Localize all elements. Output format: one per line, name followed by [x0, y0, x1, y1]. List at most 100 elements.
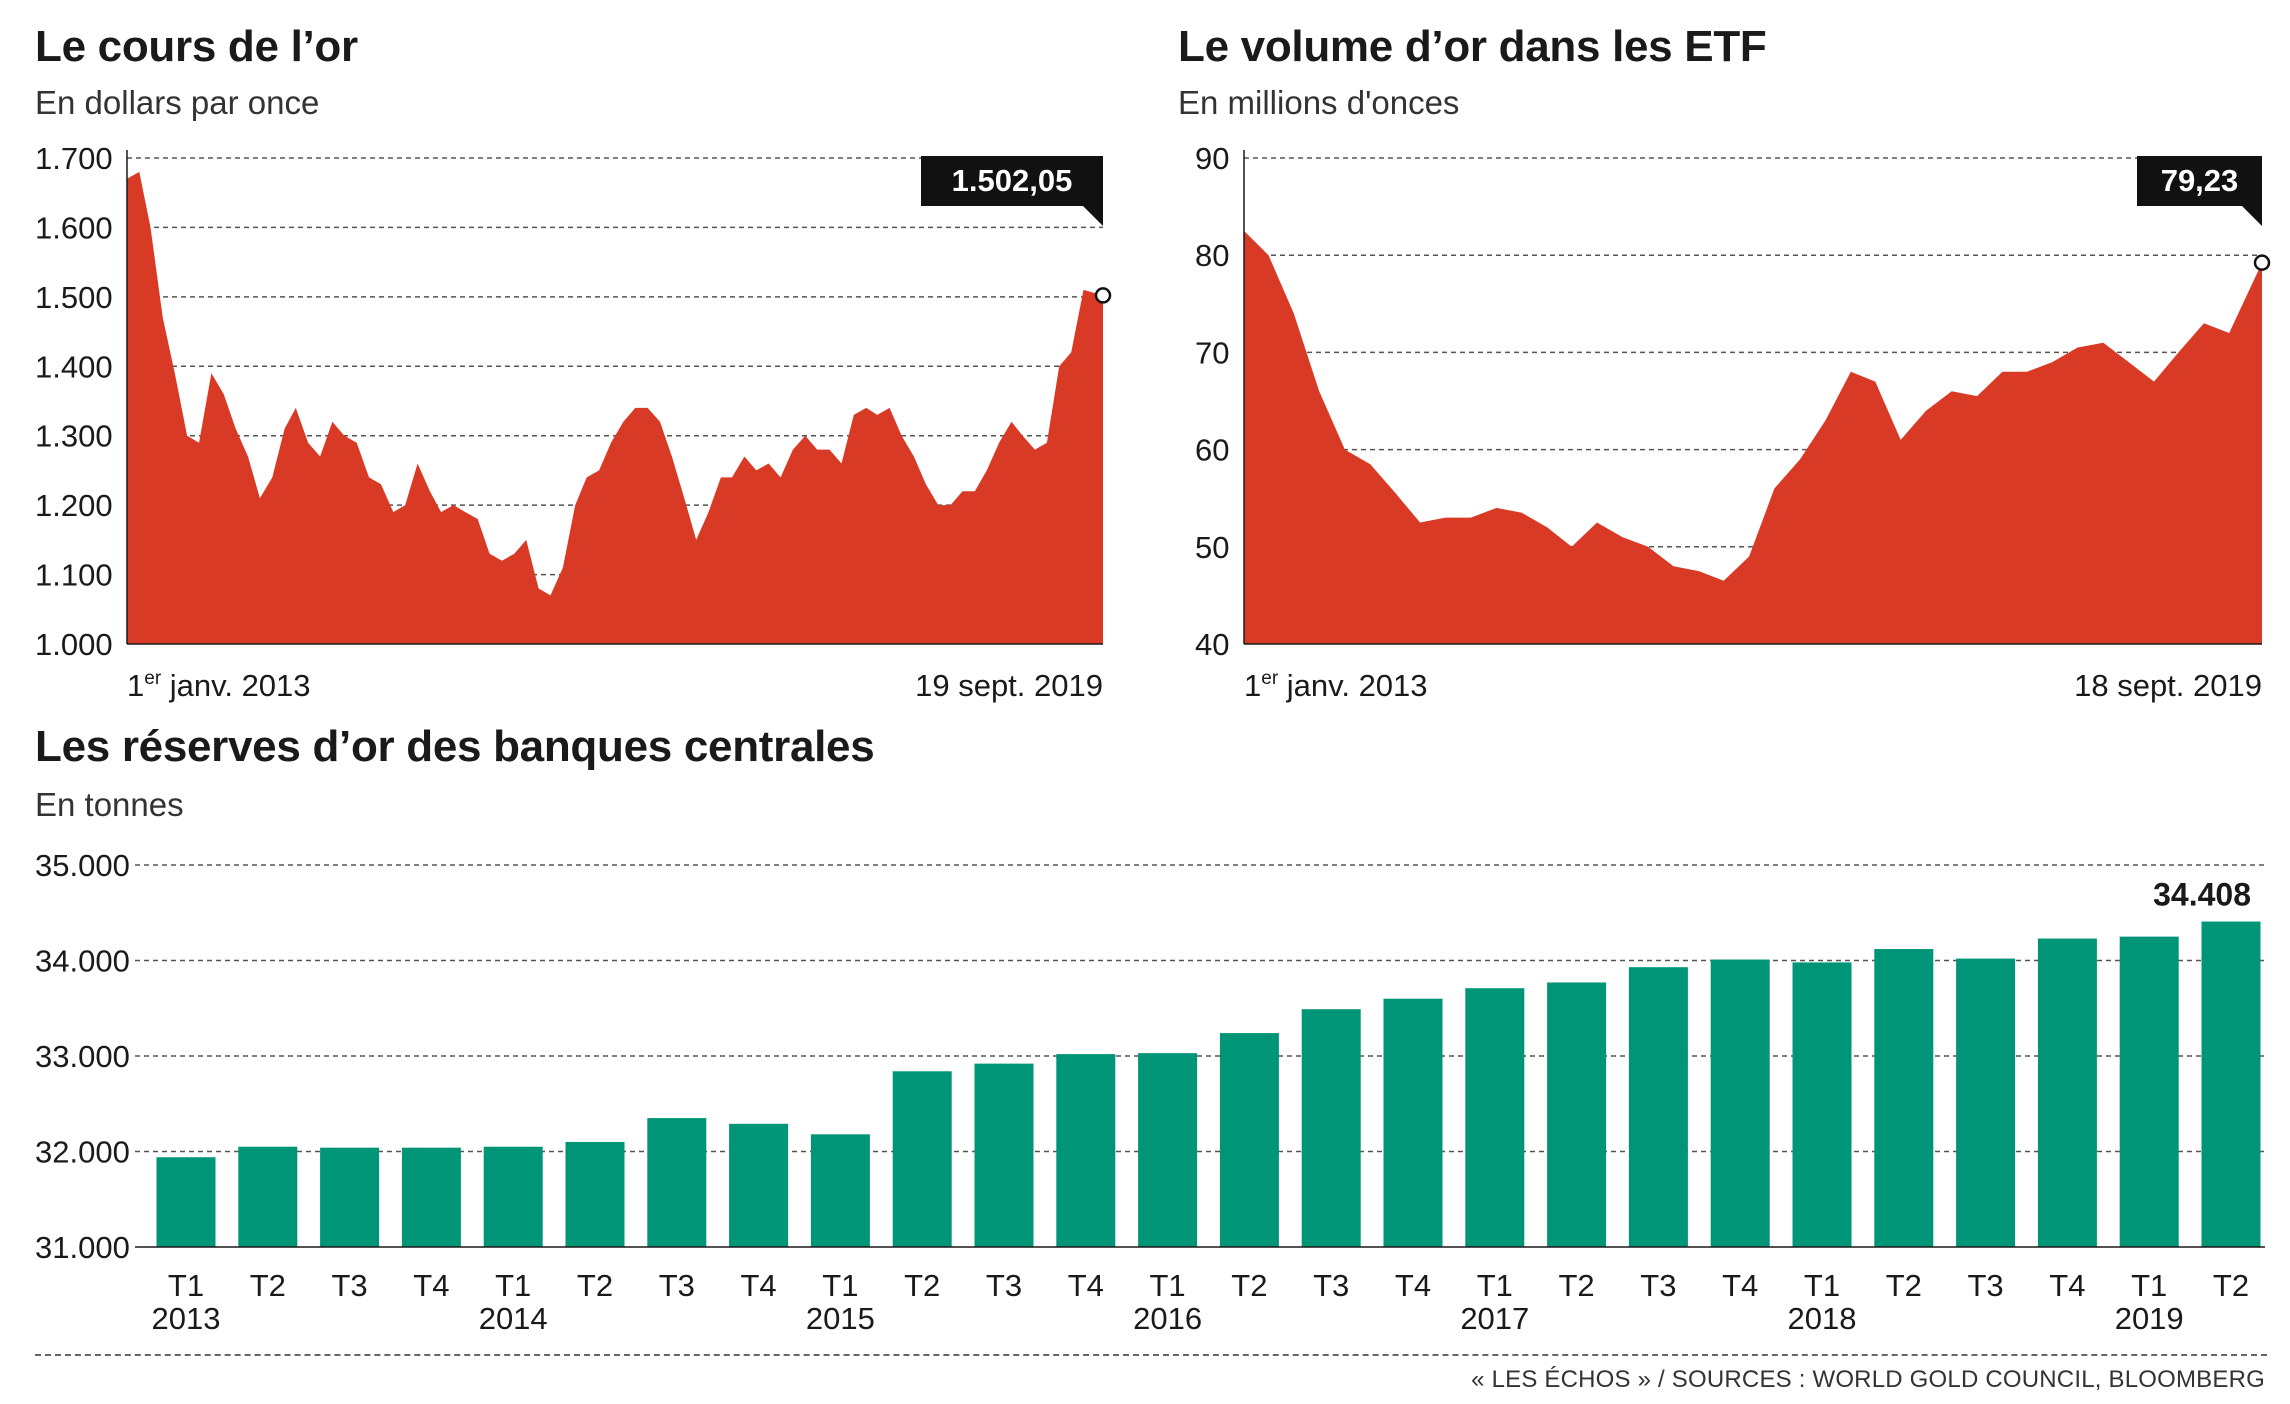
gold-price-last-value-callout: [921, 156, 1103, 226]
reserves-year-label: 2016: [1133, 1301, 1202, 1336]
reserves-quarter-label: T1: [2131, 1268, 2167, 1303]
footer-divider: [35, 1354, 2267, 1356]
reserves-bar: [320, 1147, 380, 1247]
reserves-bar: [729, 1123, 789, 1247]
reserves-quarter-label: T2: [2213, 1268, 2249, 1303]
gold-price-y-tick-label: 1.500: [35, 280, 113, 315]
reserves-quarter-label: T1: [822, 1268, 858, 1303]
etf-volume-x-start-label: 1er janv. 2013: [1244, 668, 1428, 703]
reserves-quarter-label: T3: [1313, 1268, 1349, 1303]
reserves-quarter-label: T1: [168, 1268, 204, 1303]
reserves-bar: [810, 1134, 870, 1247]
reserves-bar: [1628, 967, 1688, 1247]
reserves-year-label: 2013: [152, 1301, 221, 1336]
reserves-quarter-label: T1: [495, 1268, 531, 1303]
reserves-y-tick-label: 35.000: [35, 848, 130, 883]
reserves-quarter-label: T4: [1068, 1268, 1104, 1303]
gold-price-unit: En dollars par once: [35, 84, 320, 121]
etf-volume-last-value-callout: [2137, 156, 2262, 226]
etf-volume-area-series: [1244, 230, 2262, 644]
reserves-quarter-label: T2: [577, 1268, 613, 1303]
gold-price-area-series: [127, 171, 1103, 644]
reserves-title: Les réserves d’or des banques centrales: [35, 722, 875, 771]
reserves-quarter-label: T1: [1804, 1268, 1840, 1303]
reserves-y-tick-label: 33.000: [35, 1039, 130, 1074]
reserves-quarter-label: T4: [741, 1268, 777, 1303]
etf-volume-unit: En millions d'onces: [1178, 84, 1460, 121]
reserves-quarter-label: T4: [1722, 1268, 1758, 1303]
gold-price-x-start-label: 1er janv. 2013: [127, 668, 311, 703]
reserves-bar: [1792, 962, 1852, 1247]
reserves-year-label: 2019: [2115, 1301, 2184, 1336]
reserves-quarter-label: T3: [659, 1268, 695, 1303]
reserves-quarter-label: T1: [1150, 1268, 1186, 1303]
reserves-quarter-label: T2: [1231, 1268, 1267, 1303]
reserves-year-label: 2014: [479, 1301, 548, 1336]
reserves-bar: [401, 1147, 461, 1247]
etf-volume-y-tick-label: 50: [1195, 530, 1229, 565]
reserves-bar: [974, 1063, 1034, 1247]
etf-volume-chart: 40 50 60 70 80 90 79,23 1er janv. 2013 18 sept. …: [1195, 141, 2271, 703]
reserves-bar: [647, 1118, 707, 1247]
reserves-bar: [2119, 936, 2179, 1247]
gold-price-y-tick-label: 1.300: [35, 419, 113, 454]
etf-volume-last-point-marker: [2253, 254, 2271, 271]
etf-volume-y-tick-label: 60: [1195, 433, 1229, 468]
gold-price-chart: 1.000 1.100 1.200 1.300 1.400 1.500 1.600 1.700…: [35, 141, 1112, 703]
reserves-y-tick-label: 34.000: [35, 944, 130, 979]
reserves-quarter-label: T1: [1477, 1268, 1513, 1303]
reserves-bar: [565, 1141, 625, 1247]
reserves-unit: En tonnes: [35, 786, 184, 823]
reserves-bar: [1710, 959, 1770, 1247]
etf-volume-last-value-label: 79,23: [2161, 163, 2239, 198]
reserves-bar: [1056, 1054, 1116, 1247]
reserves-bar: [892, 1071, 952, 1247]
reserves-quarter-label: T3: [986, 1268, 1022, 1303]
etf-volume-y-tick-label: 70: [1195, 335, 1229, 370]
reserves-quarter-label: T4: [413, 1268, 449, 1303]
gold-price-y-tick-label: 1.700: [35, 141, 113, 176]
reserves-year-label: 2017: [1460, 1301, 1529, 1336]
reserves-bar: [2201, 921, 2261, 1247]
gold-price-last-value-label: 1.502,05: [952, 163, 1073, 198]
reserves-bar: [1465, 988, 1525, 1247]
reserves-bar: [483, 1146, 543, 1247]
reserves-bar: [238, 1146, 298, 1247]
reserves-quarter-label: T2: [904, 1268, 940, 1303]
reserves-bar: [1874, 949, 1934, 1247]
gold-price-y-tick-label: 1.200: [35, 488, 113, 523]
reserves-bar: [1138, 1053, 1198, 1247]
gold-price-title: Le cours de l’or: [35, 22, 358, 71]
reserves-bar: [1956, 958, 2016, 1247]
gold-price-last-point-marker: [1094, 287, 1112, 304]
etf-volume-y-tick-label: 80: [1195, 238, 1229, 273]
reserves-quarter-label: T2: [1559, 1268, 1595, 1303]
reserves-bar: [156, 1157, 216, 1247]
reserves-y-tick-label: 31.000: [35, 1230, 130, 1265]
gold-price-y-tick-label: 1.100: [35, 558, 113, 593]
etf-volume-x-end-label: 18 sept. 2019: [2074, 668, 2262, 703]
reserves-quarter-label: T3: [1968, 1268, 2004, 1303]
gold-price-y-tick-label: 1.400: [35, 349, 113, 384]
reserves-quarter-label: T3: [332, 1268, 368, 1303]
reserves-bar: [1547, 982, 1607, 1247]
etf-volume-y-tick-label: 40: [1195, 627, 1229, 662]
reserves-bar: [1383, 998, 1443, 1247]
reserves-bar: [2037, 938, 2097, 1247]
etf-volume-title: Le volume d’or dans les ETF: [1178, 22, 1767, 71]
gold-price-x-end-label: 19 sept. 2019: [915, 668, 1103, 703]
reserves-bar: [1301, 1009, 1361, 1247]
reserves-year-label: 2015: [806, 1301, 875, 1336]
source-note: « LES ÉCHOS » / SOURCES : WORLD GOLD COU…: [1471, 1366, 2265, 1393]
reserves-quarter-label: T2: [1886, 1268, 1922, 1303]
reserves-last-value-label: 34.408: [2153, 877, 2251, 913]
gold-price-y-tick-label: 1.000: [35, 627, 113, 662]
reserves-year-label: 2018: [1788, 1301, 1857, 1336]
central-bank-reserves-chart: 31.000 32.000 33.000 34.000 35.000 T1 T2 T3 T4 T1…: [35, 848, 2265, 1336]
reserves-quarter-label: T4: [2049, 1268, 2085, 1303]
reserves-bar: [1219, 1033, 1279, 1247]
reserves-quarter-label: T3: [1640, 1268, 1676, 1303]
reserves-y-tick-label: 32.000: [35, 1135, 130, 1170]
etf-volume-y-tick-label: 90: [1195, 141, 1229, 176]
gold-price-y-tick-label: 1.600: [35, 210, 113, 245]
